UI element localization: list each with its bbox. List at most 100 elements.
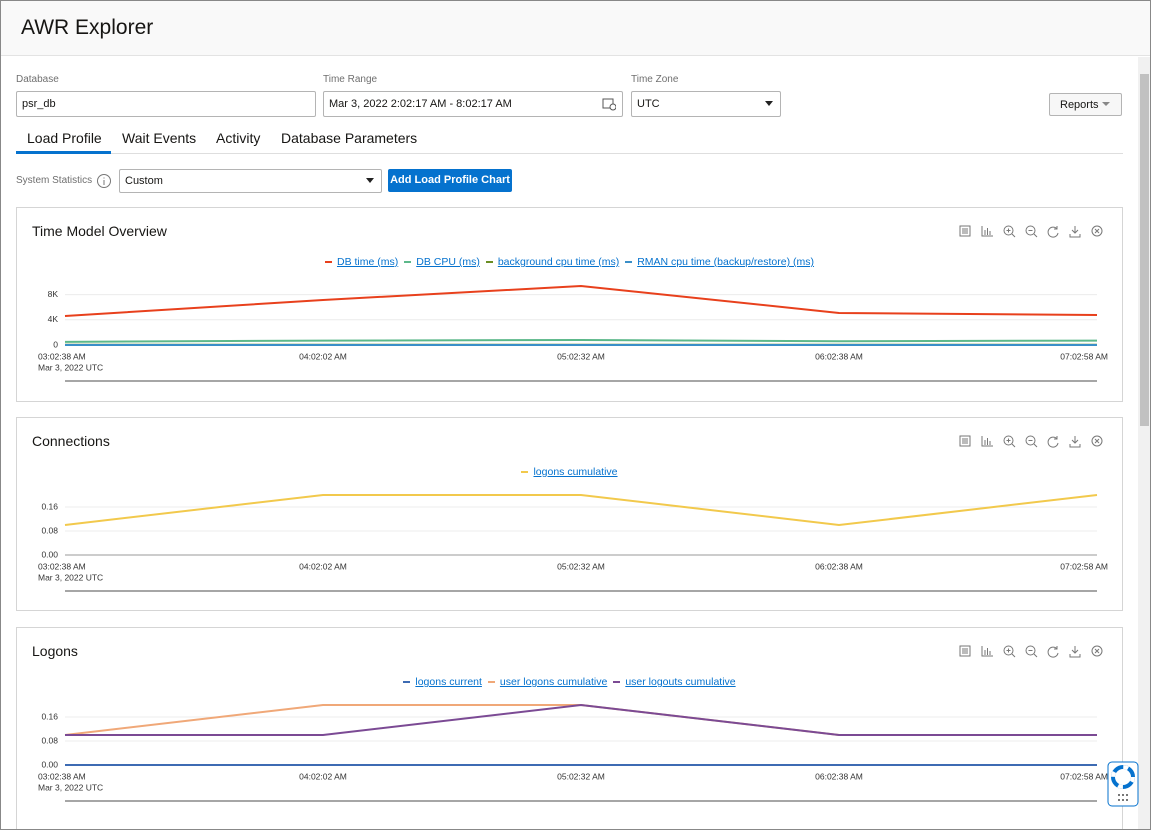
legend-swatch: [403, 681, 411, 684]
toolbar-icon[interactable]: [981, 646, 993, 657]
toolbar-icon[interactable]: [981, 226, 993, 237]
toolbar-icon[interactable]: [959, 645, 971, 657]
field-label: Time Zone: [631, 74, 679, 85]
tab[interactable]: Wait Events: [122, 130, 197, 146]
toolbar-icon[interactable]: [1003, 645, 1016, 658]
icon-part: [366, 178, 374, 183]
x-tick-label: 04:02:02 AM: [299, 351, 347, 361]
legend-item[interactable]: RMAN cpu time (backup/restore) (ms): [625, 256, 814, 268]
icon-part: [981, 436, 993, 447]
legend-swatch: [613, 681, 621, 684]
header-bar: [1, 1, 1150, 56]
legend-item[interactable]: user logons cumulative: [487, 676, 608, 688]
calendar-icon[interactable]: [602, 97, 616, 111]
y-tick-label: 0.00: [41, 549, 58, 559]
legend-item[interactable]: DB time (ms): [324, 256, 398, 268]
toolbar-icon[interactable]: [959, 435, 971, 447]
help-button[interactable]: [1107, 761, 1139, 807]
toolbar-icon[interactable]: [1047, 436, 1059, 448]
time-zone-select[interactable]: UTC: [631, 91, 781, 117]
y-tick-label: 4K: [48, 314, 59, 324]
toolbar-icon[interactable]: [959, 225, 971, 237]
toolbar-icon[interactable]: [1003, 225, 1016, 238]
legend-item[interactable]: DB CPU (ms): [404, 256, 480, 268]
icon-part: [1003, 225, 1014, 236]
time-range-input[interactable]: Mar 3, 2022 2:02:17 AM - 8:02:17 AM: [323, 91, 623, 117]
legend-label: logons current: [415, 676, 482, 688]
series-line: [65, 703, 1097, 736]
x-tick-label: 07:02:58 AM: [1060, 561, 1108, 571]
scrollbar-thumb[interactable]: [1140, 74, 1149, 426]
toolbar-icon[interactable]: [1069, 436, 1081, 448]
x-tick-label: 03:02:38 AM: [38, 561, 86, 571]
series-line: [64, 704, 1097, 736]
icon-part: [959, 645, 971, 657]
icon-part: [1069, 646, 1081, 658]
icon-part: [1069, 226, 1081, 238]
legend-swatch: [487, 681, 495, 684]
series-line: [64, 284, 1098, 318]
icon-part: [1094, 438, 1100, 444]
toolbar-icon[interactable]: [1091, 645, 1103, 657]
toolbar-icon[interactable]: [1091, 225, 1103, 237]
icon-part: [1047, 646, 1059, 658]
icon-part: [1003, 645, 1014, 656]
database-input[interactable]: psr_db: [16, 91, 316, 117]
add-chart-button[interactable]: Add Load Profile Chart: [388, 169, 512, 192]
icon-part: [959, 225, 971, 237]
legend-label: user logouts cumulative: [625, 676, 736, 688]
series-line: [64, 494, 1098, 527]
x-sublabel: Mar 3, 2022 UTC: [38, 782, 103, 792]
legend-swatch: [324, 261, 332, 264]
legend-item[interactable]: logons current: [403, 676, 482, 688]
icon-part: [981, 646, 993, 657]
toolbar-icon[interactable]: [1047, 646, 1059, 658]
icon-part: [609, 103, 616, 111]
icon-part: [765, 101, 773, 106]
toolbar-icon[interactable]: [1025, 435, 1038, 448]
y-tick-label: 0: [53, 339, 58, 349]
dropdown-arrow: [765, 101, 773, 106]
toolbar-icon[interactable]: [1069, 646, 1081, 658]
tab[interactable]: Activity: [216, 130, 261, 146]
info-icon[interactable]: [96, 173, 112, 189]
toolbar-icon[interactable]: [1091, 435, 1103, 447]
chart-title: Connections: [32, 433, 110, 449]
tab[interactable]: Load Profile: [27, 130, 102, 146]
x-tick-label: 05:02:32 AM: [557, 561, 605, 571]
toolbar-icon[interactable]: [1025, 225, 1038, 238]
y-tick-label: 0.08: [41, 735, 58, 745]
chart-title: Time Model Overview: [32, 223, 167, 239]
icon-part: [1025, 225, 1036, 236]
legend-item[interactable]: logons cumulative: [521, 466, 618, 478]
x-tick-label: 04:02:02 AM: [299, 561, 347, 571]
tab[interactable]: Database Parameters: [281, 130, 418, 146]
x-tick-label: 05:02:32 AM: [557, 351, 605, 361]
statistics-select[interactable]: Custom: [119, 169, 382, 193]
y-tick-label: 0.16: [41, 501, 58, 511]
y-tick-label: 0.00: [41, 759, 58, 769]
icon-part: [1006, 438, 1016, 448]
dropdown-arrow: [1102, 102, 1110, 106]
toolbar-icon[interactable]: [1003, 435, 1016, 448]
legend-label: background cpu time (ms): [497, 256, 620, 268]
icon-part: [959, 435, 971, 447]
toolbar-icon[interactable]: [1025, 645, 1038, 658]
legend-label: user logons cumulative: [499, 676, 608, 688]
toolbar-icon[interactable]: [981, 436, 993, 447]
reports-button[interactable]: [1049, 93, 1122, 116]
legend-item[interactable]: background cpu time (ms): [485, 256, 620, 268]
icon-part: [1091, 225, 1103, 237]
legend-swatch: [404, 261, 412, 264]
toolbar-icon[interactable]: [1047, 226, 1059, 238]
x-tick-label: 06:02:38 AM: [815, 771, 863, 781]
legend-item[interactable]: user logouts cumulative: [613, 676, 736, 688]
legend: logons current user logons cumulative user…: [17, 676, 1122, 688]
x-tick-label: 07:02:58 AM: [1060, 771, 1108, 781]
toolbar-icon[interactable]: [1069, 226, 1081, 238]
app-title: AWR Explorer: [21, 16, 154, 39]
icon-part: [1102, 102, 1110, 106]
tab-indicator: [16, 151, 111, 154]
x-tick-label: 03:02:38 AM: [38, 351, 86, 361]
